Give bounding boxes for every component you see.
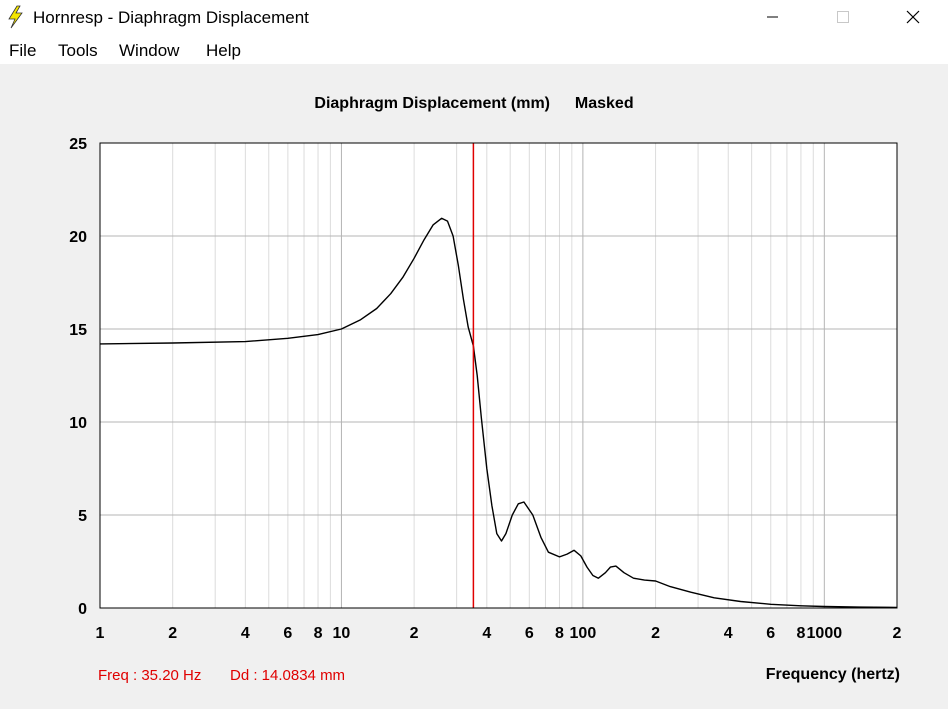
dd-readout: Dd : 14.0834 mm [230,667,346,684]
x-tick-label: 8 [314,625,323,642]
menu-tools[interactable]: Tools [58,41,98,60]
freq-readout: Freq : 35.20 Hz [98,667,202,684]
x-tick-label: 10 [333,625,351,642]
x-tick-label: 6 [283,625,292,642]
title-bar: Hornresp - Diaphragm Displacement [0,0,948,36]
menu-window[interactable]: Window [119,41,180,60]
plot-title: Diaphragm Displacement (mm) [314,95,550,112]
x-axis-label: Frequency (hertz) [765,666,900,683]
x-tick-label: 1000 [807,625,843,642]
close-icon [906,10,920,24]
plot-area [100,143,897,608]
x-tick-label: 6 [766,625,775,642]
x-tick-label: 4 [724,625,733,642]
x-tick-label: 100 [570,625,597,642]
maximize-icon [837,11,849,23]
x-tick-label: 8 [796,625,805,642]
x-tick-label: 4 [241,625,250,642]
x-tick-label: 1 [96,625,105,642]
x-tick-label: 2 [651,625,660,642]
close-button[interactable] [890,0,936,34]
plot-mode: Masked [574,95,634,112]
lightning-bolt-icon [8,5,23,29]
y-tick-label: 0 [78,601,87,618]
y-tick-label: 5 [78,508,87,525]
minimize-button[interactable] [750,0,796,34]
menu-bar: File Tools Window Help [0,36,948,64]
displacement-curve [99,217,898,609]
y-tick-label: 10 [69,415,87,432]
plot-title-row: Diaphragm Displacement (mm) Masked [0,95,948,113]
menu-help[interactable]: Help [206,41,241,60]
window-title: Hornresp - Diaphragm Displacement [33,8,309,27]
maximize-button[interactable] [820,0,866,34]
menu-file[interactable]: File [9,41,37,60]
x-tick-label: 8 [555,625,564,642]
x-tick-label: 2 [168,625,177,642]
x-tick-label: 6 [525,625,534,642]
x-tick-label: 2 [410,625,419,642]
y-tick-label: 15 [69,322,87,339]
x-tick-label: 4 [482,625,491,642]
y-tick-label: 20 [69,229,87,246]
y-tick-label: 25 [69,136,87,153]
minimize-icon [767,16,778,18]
plot-frame [99,142,898,609]
x-tick-label: 2 [893,625,902,642]
